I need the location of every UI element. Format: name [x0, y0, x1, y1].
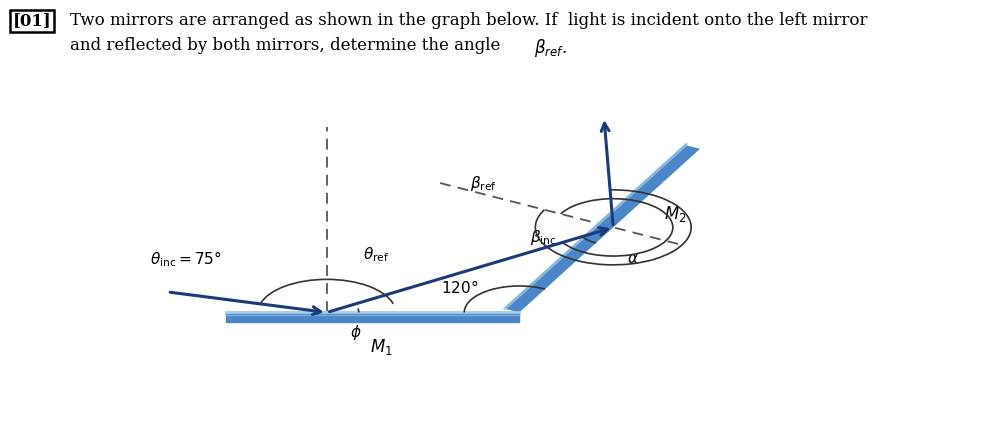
Text: $M_1$: $M_1$ — [370, 337, 393, 357]
Text: $120°$: $120°$ — [441, 279, 478, 296]
Text: Two mirrors are arranged as shown in the graph below. If  light is incident onto: Two mirrors are arranged as shown in the… — [70, 12, 868, 29]
Text: $\beta_{\rm inc}$: $\beta_{\rm inc}$ — [530, 228, 556, 247]
Text: and reflected by both mirrors, determine the angle: and reflected by both mirrors, determine… — [70, 37, 506, 54]
Text: $\alpha$: $\alpha$ — [627, 252, 639, 266]
Polygon shape — [505, 145, 700, 313]
Text: $M_2$: $M_2$ — [664, 204, 687, 224]
Text: $\phi$: $\phi$ — [350, 324, 361, 342]
Text: $\beta_{ref}$.: $\beta_{ref}$. — [534, 37, 567, 59]
Text: [01]: [01] — [12, 12, 51, 29]
Text: $\beta_{\rm ref}$: $\beta_{\rm ref}$ — [470, 174, 497, 194]
Text: $\theta_{\rm inc} = 75°$: $\theta_{\rm inc} = 75°$ — [150, 250, 221, 270]
Text: $\theta_{\rm ref}$: $\theta_{\rm ref}$ — [363, 246, 390, 265]
